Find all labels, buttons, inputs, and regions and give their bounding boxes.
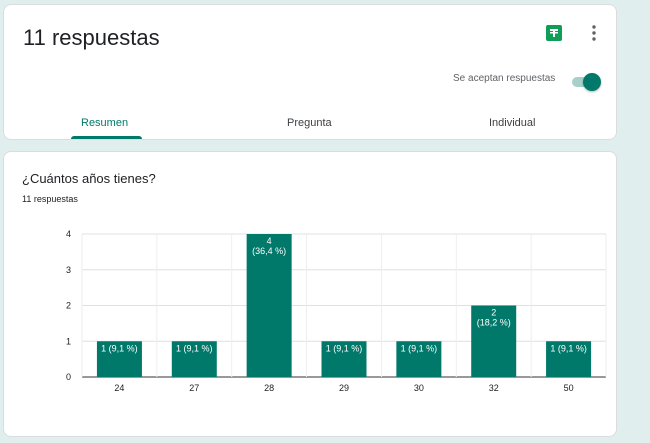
bar-data-label: (18,2 %) (477, 318, 511, 328)
y-tick-label: 1 (66, 336, 71, 346)
x-tick-label: 29 (339, 383, 349, 393)
responses-count-title: 11 respuestas (23, 25, 160, 50)
bar (171, 341, 217, 377)
bar (96, 341, 142, 377)
tab-individual[interactable]: Individual (489, 117, 536, 129)
bar-data-label: (36,4 %) (252, 246, 286, 256)
accepting-responses-label: Se aceptan respuestas (453, 73, 556, 84)
question-title: ¿Cuántos años tienes? (22, 171, 156, 186)
x-tick-label: 32 (489, 383, 499, 393)
responses-header-card: 11 respuestas Se aceptan respuestas Resu… (3, 4, 617, 140)
create-spreadsheet-button[interactable] (544, 23, 564, 43)
bar (546, 341, 592, 377)
x-tick-label: 28 (264, 383, 274, 393)
bar (321, 341, 367, 377)
x-tick-label: 30 (414, 383, 424, 393)
more-options-button[interactable] (582, 21, 606, 45)
y-tick-label: 3 (66, 265, 71, 275)
question-response-count: 11 respuestas (22, 194, 78, 204)
toggle-thumb (583, 73, 601, 91)
y-tick-label: 4 (66, 229, 71, 239)
tab-pregunta[interactable]: Pregunta (287, 117, 332, 129)
question-summary-card: ¿Cuántos años tienes? 11 respuestas 0 1 2 3… (3, 151, 617, 437)
bar-data-label: 1 (9,1 %) (550, 343, 587, 353)
x-tick-label: 24 (114, 383, 124, 393)
more-vert-icon (592, 25, 596, 41)
bar (471, 305, 517, 377)
bar-data-label: 2 (491, 308, 496, 318)
bar (396, 341, 442, 377)
bar-data-label: 1 (9,1 %) (401, 343, 438, 353)
bar-data-label: 1 (9,1 %) (176, 343, 213, 353)
y-tick-label: 2 (66, 301, 71, 311)
y-tick-label: 0 (66, 372, 71, 382)
x-tick-label: 27 (189, 383, 199, 393)
accepting-responses-toggle[interactable] (570, 72, 602, 92)
x-tick-label: 50 (564, 383, 574, 393)
bar (246, 234, 292, 377)
bar-data-label: 4 (267, 236, 272, 246)
google-sheets-icon (546, 25, 562, 41)
bar-data-label: 1 (9,1 %) (326, 343, 363, 353)
active-tab-indicator (71, 136, 142, 139)
bar-data-label: 1 (9,1 %) (101, 343, 138, 353)
tab-resumen[interactable]: Resumen (81, 117, 129, 129)
